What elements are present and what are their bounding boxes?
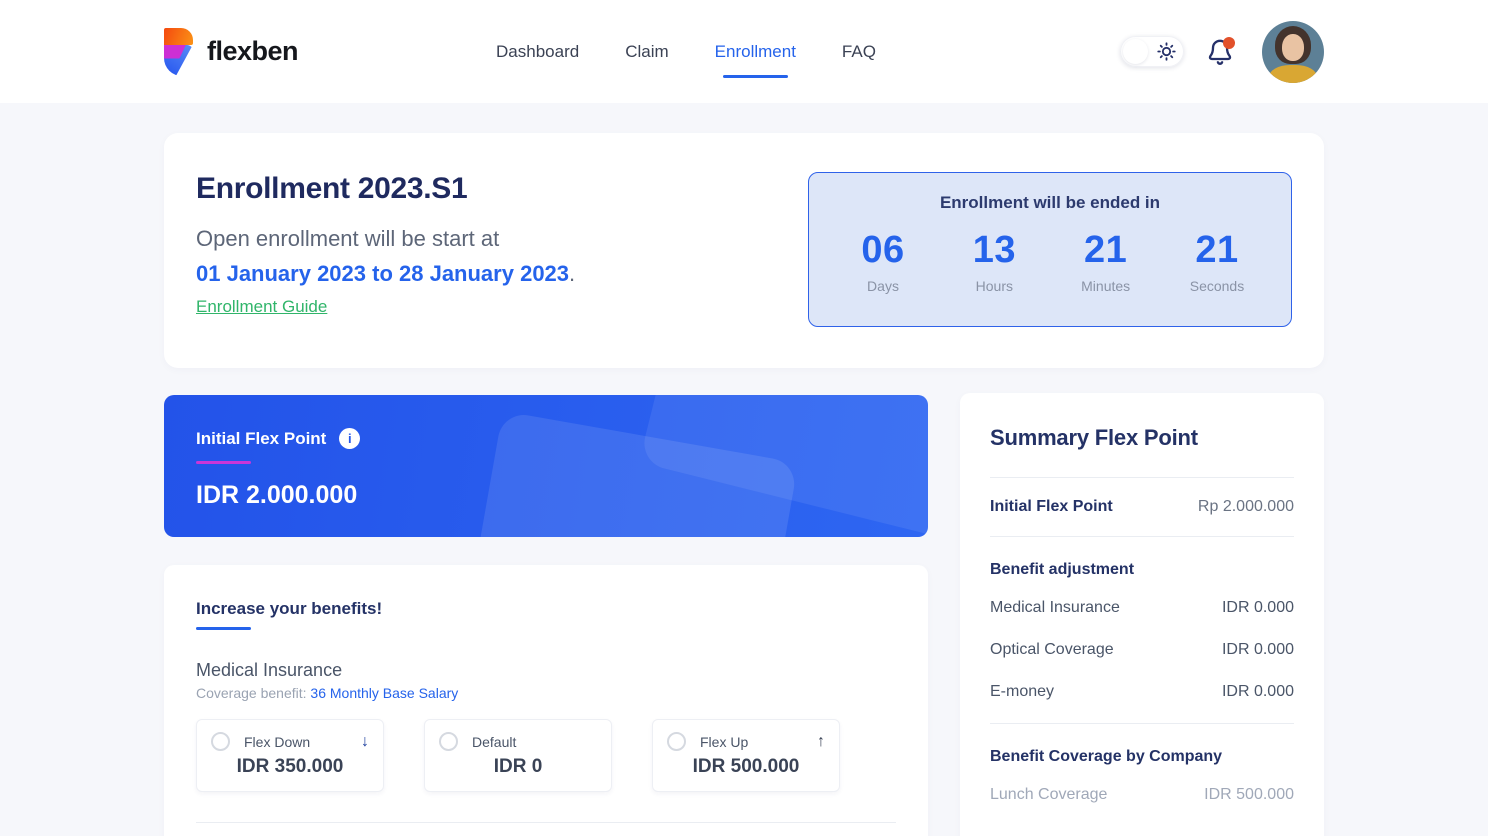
adjustment-row-medical: Medical Insurance IDR 0.000 [990, 599, 1294, 616]
company-coverage-rows: Lunch Coverage IDR 500.000 [990, 774, 1294, 816]
coverage-benefit-line: Coverage benefit: 36 Monthly Base Salary [196, 685, 459, 701]
header-actions [1120, 20, 1324, 83]
adjustment-row-optical: Optical Coverage IDR 0.000 [990, 641, 1294, 658]
magenta-underline [196, 461, 251, 464]
arrow-down-icon: ↓ [361, 732, 369, 750]
info-icon[interactable]: i [339, 428, 361, 449]
benefit-adjustment-rows: Medical Insurance IDR 0.000 Optical Cove… [990, 587, 1294, 713]
nav-faq[interactable]: FAQ [841, 41, 876, 61]
bell-icon [1206, 39, 1234, 70]
summary-title: Summary Flex Point [990, 425, 1198, 450]
radio-flex-up[interactable] [667, 732, 686, 751]
divider [990, 477, 1294, 478]
option-flex-up[interactable]: Flex Up ↑ IDR 500.000 [652, 719, 840, 792]
brand-home-link[interactable]: flexben [164, 27, 299, 76]
flex-options: Flex Down ↓ IDR 350.000 Default IDR 0 Fl… [196, 719, 896, 792]
countdown-minutes: 21 Minutes [1081, 229, 1131, 294]
flex-point-label: Initial Flex Point [196, 428, 327, 448]
summary-initial-row: Initial Flex Point Rp 2.000.000 [990, 498, 1294, 515]
page-title: Enrollment 2023.S1 [196, 172, 468, 205]
arrow-up-icon: ↑ [817, 732, 825, 750]
nav-enrollment[interactable]: Enrollment [714, 41, 796, 78]
company-coverage-title: Benefit Coverage by Company [990, 748, 1223, 765]
increase-benefits-card: Increase your benefits! Medical Insuranc… [164, 565, 928, 836]
sun-icon [1156, 41, 1177, 62]
option-flex-down[interactable]: Flex Down ↓ IDR 350.000 [196, 719, 384, 792]
app-header: flexben Dashboard Claim Enrollment FAQ [0, 0, 1488, 103]
benefit-adjustment-title: Benefit adjustment [990, 561, 1135, 578]
blue-underline [196, 627, 251, 630]
toggle-knob [1123, 39, 1148, 64]
countdown-seconds: 21 Seconds [1189, 229, 1245, 294]
theme-toggle[interactable] [1120, 36, 1184, 67]
benefits-section-title: Increase your benefits! [196, 599, 383, 618]
main-nav: Dashboard Claim Enrollment FAQ [496, 41, 876, 78]
benefit-item-name: Medical Insurance [196, 660, 343, 680]
divider [990, 536, 1294, 537]
nav-dashboard[interactable]: Dashboard [496, 41, 580, 61]
option-default[interactable]: Default IDR 0 [424, 719, 612, 792]
enrollment-guide-link[interactable]: Enrollment Guide [196, 297, 328, 316]
adjustment-row-emoney: E-money IDR 0.000 [990, 683, 1294, 700]
flex-point-amount: IDR 2.000.000 [196, 481, 358, 509]
radio-default[interactable] [439, 732, 458, 751]
brand-name: flexben [207, 36, 299, 66]
coverage-value-link[interactable]: 36 Monthly Base Salary [310, 685, 459, 701]
countdown-card: Enrollment will be ended in 06 Days 13 H… [808, 172, 1292, 327]
nav-claim[interactable]: Claim [625, 41, 669, 61]
countdown-units: 06 Days 13 Hours 21 Minutes 21 Seconds [851, 229, 1249, 294]
countdown-hours: 13 Hours [972, 229, 1016, 294]
countdown-title: Enrollment will be ended in [939, 193, 1161, 212]
company-row-lunch: Lunch Coverage IDR 500.000 [990, 786, 1294, 803]
radio-flex-down[interactable] [211, 732, 230, 751]
divider [990, 723, 1294, 724]
option-amount: IDR 500.000 [692, 756, 800, 777]
flexben-logo-icon [164, 27, 196, 76]
user-avatar[interactable] [1262, 20, 1324, 83]
notifications-button[interactable] [1206, 36, 1235, 66]
initial-flex-point-card: Initial Flex Point i IDR 2.000.000 [164, 395, 928, 537]
option-amount: IDR 0 [493, 756, 543, 777]
summary-flex-point-card: Summary Flex Point Initial Flex Point Rp… [960, 393, 1324, 836]
enrollment-date-range: 01 January 2023 to 28 January 2023. [196, 261, 576, 286]
divider [196, 822, 896, 823]
countdown-days: 06 Days [861, 229, 905, 294]
enrollment-subtitle: Open enrollment will be start at [196, 226, 500, 251]
notification-dot [1223, 36, 1235, 49]
enrollment-header-card: Enrollment 2023.S1 Open enrollment will … [164, 133, 1324, 368]
option-amount: IDR 350.000 [236, 756, 344, 777]
